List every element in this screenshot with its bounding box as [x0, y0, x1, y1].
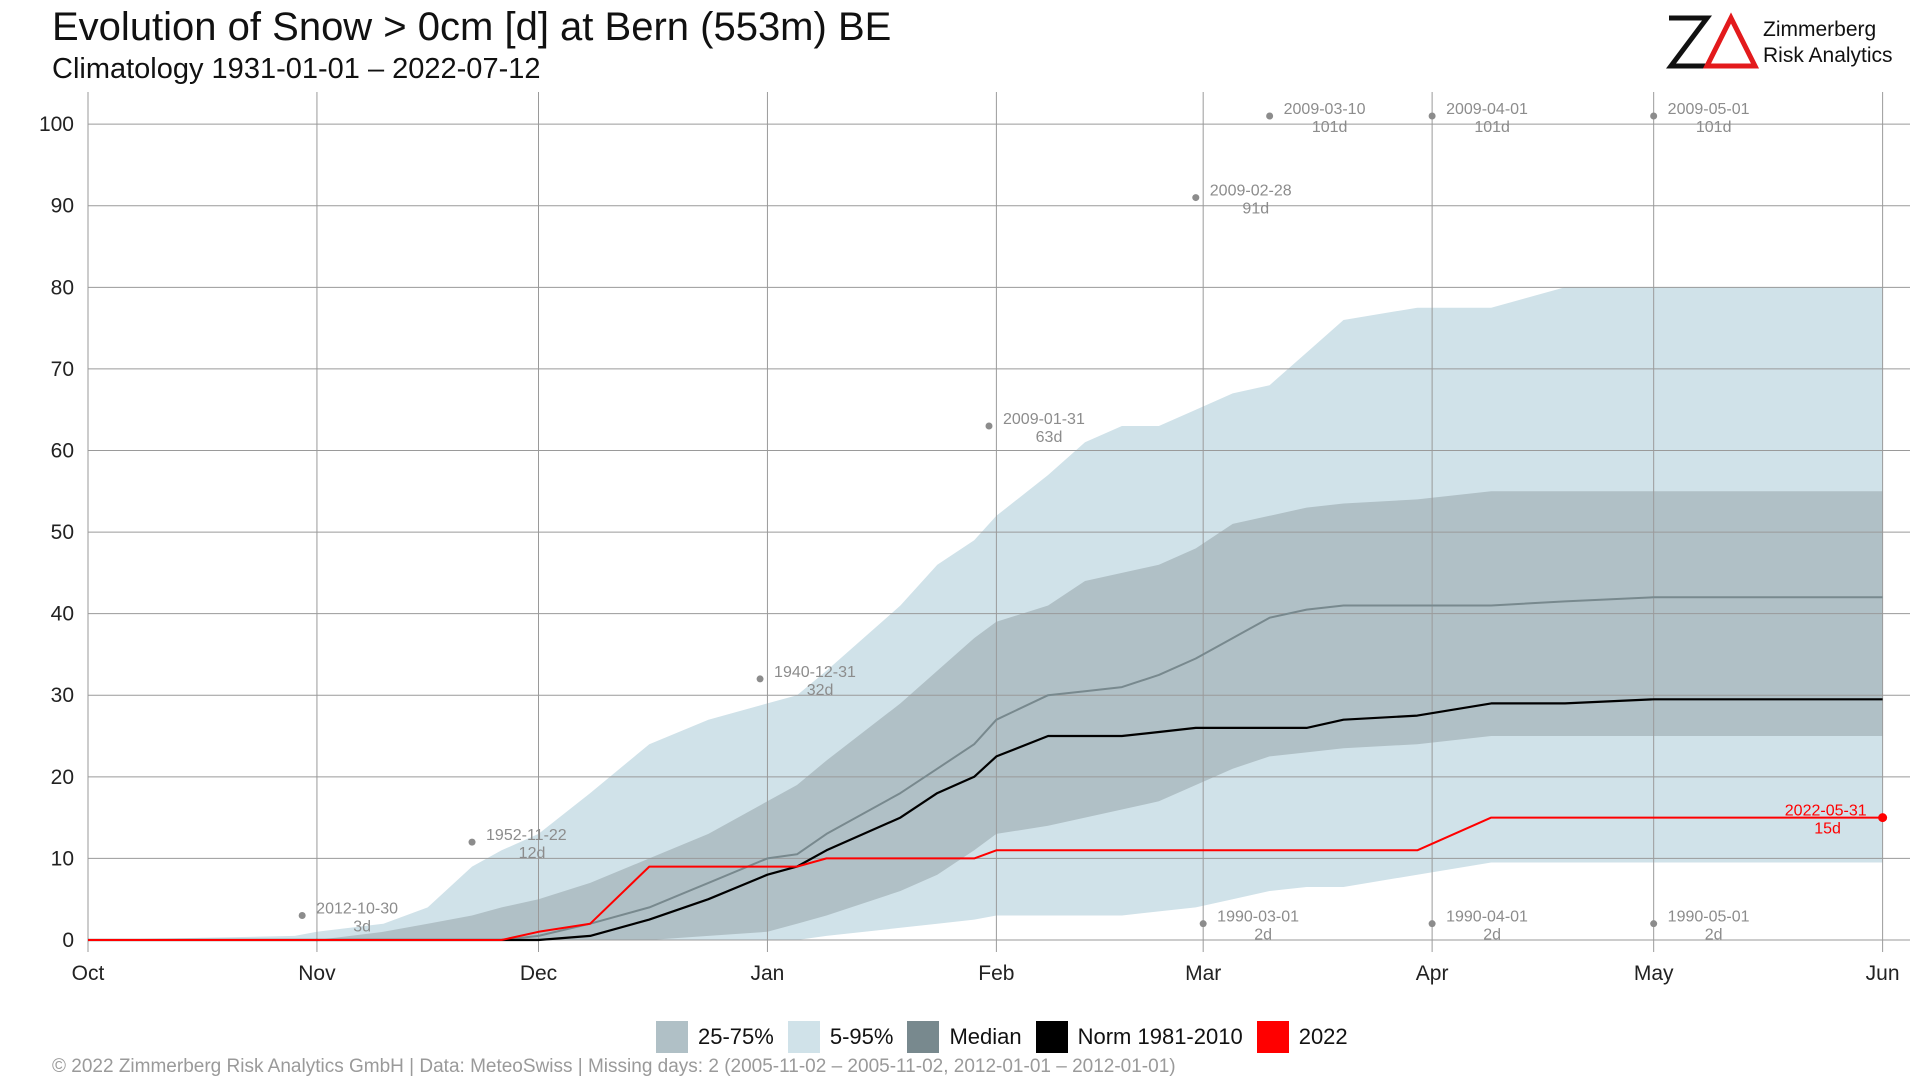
y-tick-label: 30	[51, 684, 74, 707]
annotation-date: 1990-04-01	[1446, 909, 1528, 926]
y-tick-label: 50	[51, 521, 74, 544]
annotation-date: 1952-11-22	[486, 827, 567, 844]
annotation-date: 2009-04-01	[1446, 101, 1528, 118]
annotation-value: 63d	[1036, 429, 1063, 446]
legend-swatch-median	[907, 1021, 940, 1053]
y-tick-label: 100	[39, 113, 74, 136]
legend-item-5-95: 5-95%	[787, 1021, 894, 1053]
company-logo: Zimmerberg Risk Analytics	[1663, 10, 1903, 74]
annotation-date: 1990-05-01	[1668, 909, 1750, 926]
annotation-value: 2d	[1705, 927, 1723, 944]
chart-title: Evolution of Snow > 0cm [d] at Bern (553…	[52, 5, 892, 49]
annotation-value: 32d	[807, 682, 834, 699]
legend-label: 5-95%	[829, 1024, 894, 1049]
legend-item-25-75: 25-75%	[656, 1021, 774, 1053]
y-tick-label: 70	[51, 358, 74, 381]
annotation-point	[1650, 920, 1658, 928]
legend-label: Norm 1981-2010	[1077, 1024, 1243, 1049]
legend-swatch-25-75	[656, 1021, 688, 1053]
annotation-point	[1192, 194, 1200, 202]
annotation-point	[1428, 112, 1436, 120]
annotation-point	[1266, 112, 1274, 120]
annotation-value: 3d	[353, 919, 371, 936]
annotation-date: 2009-03-10	[1284, 101, 1366, 118]
annotation-value: 15d	[1814, 821, 1841, 838]
x-tick-label: Oct	[72, 962, 105, 985]
legend-item-2022: 2022	[1256, 1021, 1348, 1053]
annotation-date: 2009-02-28	[1210, 183, 1292, 200]
annotation-point	[1650, 112, 1658, 120]
x-tick-label: Feb	[978, 962, 1014, 985]
annotation-date: 2012-10-30	[316, 901, 398, 918]
x-tick-label: Jan	[751, 962, 785, 985]
annotation-value: 101d	[1312, 119, 1348, 136]
x-tick-label: Nov	[298, 962, 336, 985]
legend-label: Median	[949, 1024, 1022, 1049]
legend-label: 25-75%	[698, 1024, 774, 1049]
annotation-value: 2d	[1254, 927, 1272, 944]
y-tick-label: 90	[51, 195, 74, 218]
x-tick-label: May	[1634, 962, 1674, 985]
legend-item-median: Median	[907, 1021, 1022, 1053]
annotation-point	[1428, 920, 1436, 928]
annotation-value: 101d	[1474, 119, 1510, 136]
y-tick-label: 60	[51, 439, 74, 462]
snow-days-chart: 0 10 20 30 40 50 60 70 80 90 100 Oct Nov Dec Jan Feb Mar…	[39, 92, 1910, 985]
annotation-value: 2d	[1483, 927, 1501, 944]
y-tick-label: 20	[51, 766, 74, 789]
chart-subtitle: Climatology 1931-01-01 – 2022-07-12	[52, 53, 541, 85]
annotation-date: 2022-05-31	[1785, 803, 1867, 820]
annotation-point	[1878, 813, 1888, 823]
annotation-date: 1940-12-31	[774, 664, 856, 681]
annotation-point	[756, 675, 764, 683]
legend-label: 2022	[1298, 1024, 1348, 1049]
y-tick-label: 0	[62, 929, 74, 952]
logo-name-line2: Risk Analytics	[1763, 44, 1893, 67]
annotation-date: 1990-03-01	[1217, 909, 1299, 926]
x-tick-label: Mar	[1185, 962, 1221, 985]
logo-name-line1: Zimmerberg	[1763, 18, 1877, 41]
legend-swatch-2022	[1256, 1021, 1289, 1053]
legend-item-norm: Norm 1981-2010	[1035, 1021, 1243, 1053]
y-tick-label: 80	[51, 276, 74, 299]
annotation-value: 101d	[1696, 119, 1732, 136]
x-tick-label: Dec	[520, 962, 557, 985]
za-logo-icon	[1666, 12, 1760, 69]
annotation-point	[1199, 920, 1207, 928]
annotation-value: 12d	[519, 845, 546, 862]
annotation-point	[468, 838, 476, 846]
annotation-date: 2009-01-31	[1003, 411, 1085, 428]
legend-swatch-5-95	[787, 1021, 820, 1053]
x-tick-label: Jun	[1866, 962, 1900, 985]
legend-swatch-norm	[1035, 1021, 1068, 1053]
band-25-75	[88, 491, 1883, 940]
annotation-point	[985, 422, 993, 430]
y-tick-label: 10	[51, 847, 74, 870]
line-2022	[88, 816, 1883, 941]
annotation-value: 91d	[1242, 201, 1269, 218]
annotation-point	[298, 912, 306, 920]
legend: 25-75% 5-95% Median Norm 1981-2010 2022	[656, 1020, 1362, 1054]
x-tick-label: Apr	[1416, 962, 1449, 985]
y-tick-label: 40	[51, 603, 74, 626]
footer-credits: © 2022 Zimmerberg Risk Analytics GmbH | …	[52, 1056, 1176, 1077]
annotation-date: 2009-05-01	[1668, 101, 1750, 118]
